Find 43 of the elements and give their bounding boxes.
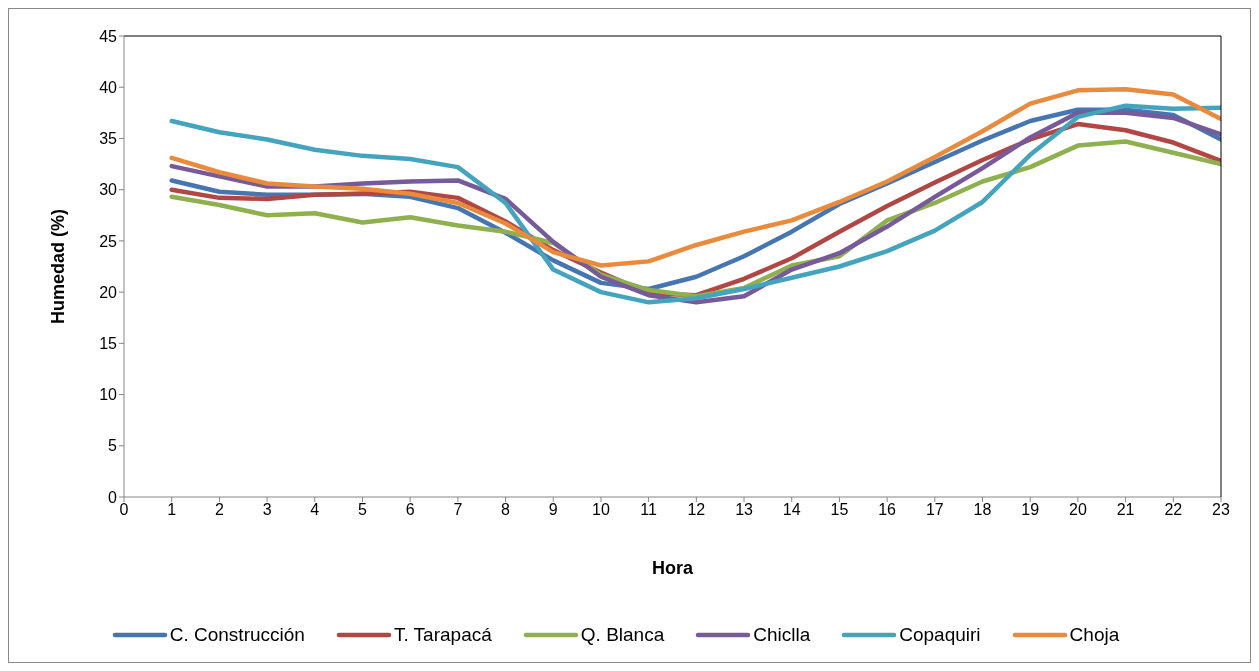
x-tick-label: 19 xyxy=(1021,501,1040,519)
y-tick-label: 30 xyxy=(99,181,118,199)
y-tick-label: 40 xyxy=(99,78,118,96)
x-tick-label: 15 xyxy=(830,501,849,519)
legend-label: C. Construcción xyxy=(169,624,305,645)
y-tick-label: 5 xyxy=(108,437,118,455)
x-axis-title: Hora xyxy=(651,558,694,578)
x-tick-label: 5 xyxy=(358,501,368,519)
y-tick-label: 20 xyxy=(99,283,118,301)
legend-label: Copaquiri xyxy=(899,624,981,645)
x-tick-label: 10 xyxy=(592,501,610,519)
legend-label: Chiclla xyxy=(753,624,811,645)
y-tick-label: 35 xyxy=(99,130,118,148)
x-tick-label: 22 xyxy=(1164,501,1183,519)
x-tick-label: 13 xyxy=(735,501,754,519)
y-tick-label: 45 xyxy=(99,27,118,45)
y-tick-label: 10 xyxy=(99,386,118,404)
x-tick-label: 6 xyxy=(405,501,415,519)
line-series xyxy=(169,87,1221,268)
x-tick-label: 17 xyxy=(925,501,944,519)
x-tick-label: 1 xyxy=(167,501,177,519)
y-axis-title: Humedad (%) xyxy=(48,208,68,325)
x-tick-label: 8 xyxy=(501,501,511,519)
legend-label: Choja xyxy=(1069,624,1120,645)
x-tick-label: 11 xyxy=(640,501,658,519)
x-tick-label: 9 xyxy=(548,501,558,519)
y-tick-label: 0 xyxy=(108,488,118,506)
x-tick-label: 14 xyxy=(782,501,801,519)
x-tick-label: 20 xyxy=(1069,501,1087,519)
x-tick-label: 4 xyxy=(310,501,320,519)
x-tick-label: 21 xyxy=(1116,501,1135,519)
x-tick-label: 18 xyxy=(973,501,992,519)
x-tick-label: 3 xyxy=(262,501,272,519)
x-tick-label: 16 xyxy=(878,501,897,519)
x-tick-label: 23 xyxy=(1212,501,1230,519)
x-tick-label: 7 xyxy=(453,501,463,519)
x-tick-label: 12 xyxy=(687,501,706,519)
legend-label: Q. Blanca xyxy=(580,624,665,645)
x-tick-label: 0 xyxy=(119,501,129,519)
legend-label: T. Tarapacá xyxy=(393,624,492,645)
x-tick-label: 2 xyxy=(214,501,224,519)
y-tick-label: 25 xyxy=(99,232,118,250)
y-tick-label: 15 xyxy=(99,335,118,353)
